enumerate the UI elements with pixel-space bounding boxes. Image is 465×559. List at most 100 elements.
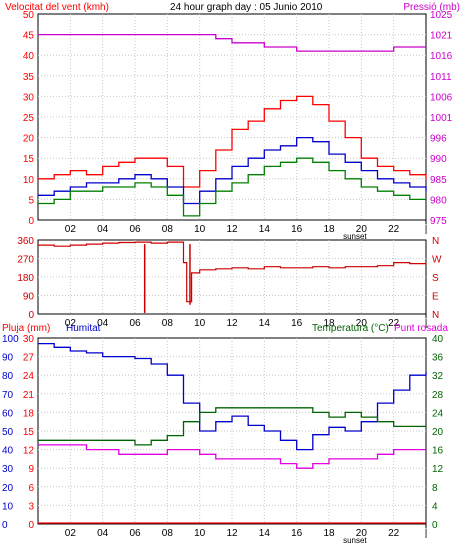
x-tick-label: 22 (388, 224, 400, 235)
humidity-series (38, 342, 427, 524)
x-end-marker: | (425, 318, 428, 329)
humidity-y-tick: 90 (2, 353, 14, 364)
humidity-series-line (38, 407, 426, 446)
rain-y-tick: 30 (23, 334, 35, 345)
x-tick-label: 02 (65, 224, 77, 235)
direction-series-line (38, 241, 427, 303)
humidity-y-tick: 70 (2, 390, 14, 401)
x-tick-label: 08 (162, 224, 174, 235)
x-tick-label: 22 (388, 528, 400, 539)
humidity-y-tick: 50 (2, 427, 14, 438)
x-tick-label: 02 (65, 318, 77, 329)
humidity-series-line (38, 444, 426, 469)
x-tick-label: 02 (65, 528, 77, 539)
wind-y-tick: 40 (23, 51, 35, 62)
x-tick-label: 18 (323, 224, 335, 235)
wind-y-tick: 25 (23, 113, 35, 124)
x-tick-label: 08 (162, 318, 174, 329)
x-tick-label: 18 (323, 318, 335, 329)
rain-axis-label: Pluja (mm) (2, 323, 50, 334)
x-tick-label: 04 (97, 224, 109, 235)
pressure-y-tick: 975 (430, 216, 447, 227)
x-tick-label: 04 (97, 318, 109, 329)
wind-series-line (38, 157, 426, 217)
rain-y-tick: 12 (23, 446, 35, 457)
wind-series-line (38, 136, 427, 205)
x-tick-label: 20 (356, 224, 368, 235)
rain-y-tick: 15 (23, 427, 35, 438)
pressure-y-tick: 985 (430, 175, 447, 186)
compass-y-tick: E (432, 292, 439, 303)
pressure-axis-label: Pressió (mb) (403, 2, 460, 13)
temperature-axis-label: Temperatura (°C) (312, 323, 389, 334)
pressure-y-tick: 1016 (430, 51, 453, 62)
humidity-y-tick: 10 (2, 501, 14, 512)
direction-y-tick: 0 (28, 310, 34, 321)
direction-series (38, 241, 427, 313)
rain-y-tick: 6 (28, 483, 34, 494)
pressure-y-tick: 1025 (430, 10, 453, 21)
humidity-y-tick: 0 (2, 520, 8, 531)
wind-series-line (38, 95, 427, 188)
dewpoint-axis-label: Punt rosada (394, 323, 448, 334)
x-tick-label: 10 (194, 318, 206, 329)
humidity-y-tick: 20 (2, 483, 14, 494)
x-tick-label: 20 (356, 528, 368, 539)
direction-y-tick: 270 (17, 255, 34, 266)
x-tick-label: 14 (259, 528, 271, 539)
x-end-marker: | (425, 224, 428, 235)
temperature-y-tick: 20 (432, 427, 444, 438)
pressure-y-tick: 1006 (430, 92, 453, 103)
x-tick-label: 20 (356, 318, 368, 329)
x-tick-label: 16 (291, 318, 303, 329)
temperature-y-tick: 4 (432, 501, 438, 512)
temperature-y-tick: 12 (432, 464, 444, 475)
temperature-y-tick: 28 (432, 390, 444, 401)
wind-ticks: 02 04 06 08 10 12 14 16 18 20 22 | sunset 0 5 10 15 20 25 3… (23, 10, 453, 241)
temperature-y-tick: 32 (432, 371, 444, 382)
rain-y-tick: 27 (23, 353, 35, 364)
rain-y-tick: 18 (23, 408, 35, 419)
x-tick-label: 08 (162, 528, 174, 539)
humidity-y-tick: 80 (2, 371, 14, 382)
wind-speed-axis-label: Velocitat del vent (kmh) (5, 2, 109, 13)
wind-y-tick: 5 (28, 195, 34, 206)
x-tick-label: 12 (226, 528, 238, 539)
rain-y-tick: 0 (28, 520, 34, 531)
rain-y-tick: 21 (23, 390, 35, 401)
humidity-y-tick: 30 (2, 464, 14, 475)
x-tick-label: 14 (259, 318, 271, 329)
pressure-y-tick: 1001 (430, 113, 453, 124)
pressure-y-tick: 996 (430, 134, 447, 145)
pressure-y-tick: 980 (430, 195, 447, 206)
temperature-y-tick: 0 (432, 520, 438, 531)
wind-y-tick: 20 (23, 134, 35, 145)
x-tick-label: 12 (226, 318, 238, 329)
direction-grid (38, 240, 426, 314)
sunset-marker: sunset (343, 536, 367, 545)
x-tick-label: 06 (129, 528, 141, 539)
x-tick-label: 12 (226, 224, 238, 235)
x-tick-label: 22 (388, 318, 400, 329)
pressure-y-tick: 990 (430, 154, 447, 165)
x-tick-label: 10 (194, 224, 206, 235)
direction-y-tick: 90 (23, 292, 35, 303)
x-tick-label: 06 (129, 224, 141, 235)
direction-y-tick: 360 (17, 236, 34, 247)
compass-y-tick: S (432, 273, 439, 284)
temperature-y-tick: 40 (432, 334, 444, 345)
x-end-marker: | (425, 528, 428, 539)
x-tick-label: 18 (323, 528, 335, 539)
temperature-y-tick: 36 (432, 353, 444, 364)
compass-y-tick: N (432, 310, 439, 321)
x-tick-label: 06 (129, 318, 141, 329)
x-tick-label: 14 (259, 224, 271, 235)
wind-y-tick: 50 (23, 10, 35, 21)
temperature-y-tick: 16 (432, 446, 444, 457)
x-tick-label: 10 (194, 528, 206, 539)
temperature-y-tick: 24 (432, 408, 444, 419)
rain-y-tick: 3 (28, 501, 34, 512)
